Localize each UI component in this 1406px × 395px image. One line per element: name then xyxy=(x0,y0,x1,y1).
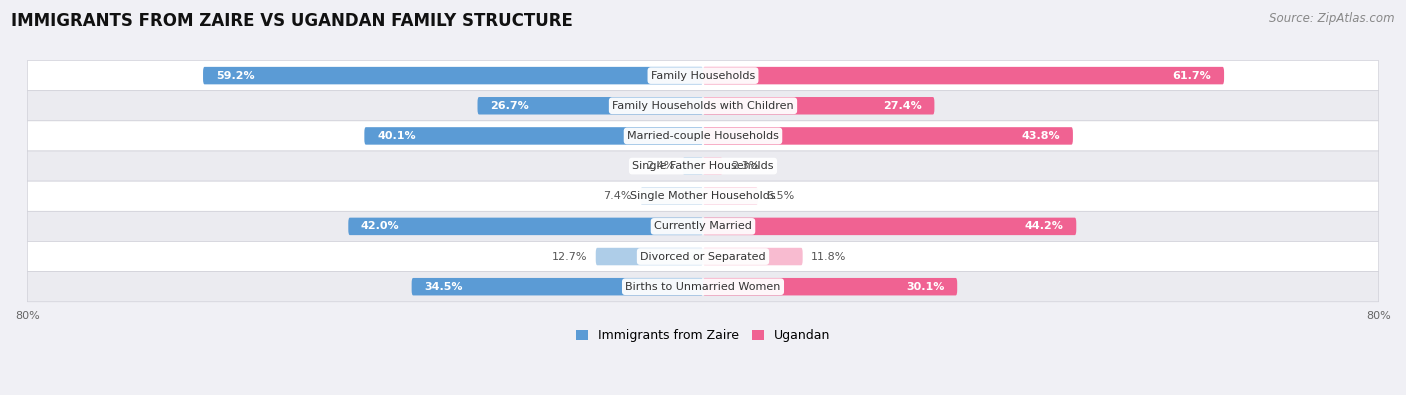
Text: Currently Married: Currently Married xyxy=(654,221,752,231)
FancyBboxPatch shape xyxy=(703,248,803,265)
FancyBboxPatch shape xyxy=(349,218,703,235)
FancyBboxPatch shape xyxy=(27,241,1379,272)
Text: Family Households with Children: Family Households with Children xyxy=(612,101,794,111)
Text: 61.7%: 61.7% xyxy=(1173,71,1212,81)
Text: 12.7%: 12.7% xyxy=(551,252,588,261)
FancyBboxPatch shape xyxy=(202,67,703,85)
Text: Married-couple Households: Married-couple Households xyxy=(627,131,779,141)
FancyBboxPatch shape xyxy=(641,188,703,205)
Text: 40.1%: 40.1% xyxy=(377,131,416,141)
Text: Single Mother Households: Single Mother Households xyxy=(630,191,776,201)
FancyBboxPatch shape xyxy=(703,188,758,205)
Legend: Immigrants from Zaire, Ugandan: Immigrants from Zaire, Ugandan xyxy=(571,324,835,347)
Text: IMMIGRANTS FROM ZAIRE VS UGANDAN FAMILY STRUCTURE: IMMIGRANTS FROM ZAIRE VS UGANDAN FAMILY … xyxy=(11,12,574,30)
FancyBboxPatch shape xyxy=(364,127,703,145)
Text: 34.5%: 34.5% xyxy=(425,282,463,292)
Text: 59.2%: 59.2% xyxy=(215,71,254,81)
Text: 7.4%: 7.4% xyxy=(603,191,633,201)
Text: Family Households: Family Households xyxy=(651,71,755,81)
Text: 43.8%: 43.8% xyxy=(1022,131,1060,141)
FancyBboxPatch shape xyxy=(27,181,1379,211)
Text: Single Father Households: Single Father Households xyxy=(633,161,773,171)
FancyBboxPatch shape xyxy=(478,97,703,115)
Text: 30.1%: 30.1% xyxy=(905,282,945,292)
FancyBboxPatch shape xyxy=(27,60,1379,91)
Text: 6.5%: 6.5% xyxy=(766,191,794,201)
Text: Births to Unmarried Women: Births to Unmarried Women xyxy=(626,282,780,292)
Text: 11.8%: 11.8% xyxy=(811,252,846,261)
FancyBboxPatch shape xyxy=(27,151,1379,181)
FancyBboxPatch shape xyxy=(703,97,935,115)
FancyBboxPatch shape xyxy=(27,272,1379,302)
FancyBboxPatch shape xyxy=(27,91,1379,121)
FancyBboxPatch shape xyxy=(27,211,1379,241)
Text: 2.3%: 2.3% xyxy=(731,161,759,171)
Text: 26.7%: 26.7% xyxy=(491,101,529,111)
FancyBboxPatch shape xyxy=(703,278,957,295)
FancyBboxPatch shape xyxy=(596,248,703,265)
Text: 42.0%: 42.0% xyxy=(361,221,399,231)
FancyBboxPatch shape xyxy=(27,121,1379,151)
FancyBboxPatch shape xyxy=(703,67,1225,85)
FancyBboxPatch shape xyxy=(703,127,1073,145)
FancyBboxPatch shape xyxy=(412,278,703,295)
Text: 2.4%: 2.4% xyxy=(645,161,675,171)
Text: 44.2%: 44.2% xyxy=(1025,221,1063,231)
FancyBboxPatch shape xyxy=(703,157,723,175)
FancyBboxPatch shape xyxy=(683,157,703,175)
Text: Source: ZipAtlas.com: Source: ZipAtlas.com xyxy=(1270,12,1395,25)
Text: 27.4%: 27.4% xyxy=(883,101,922,111)
FancyBboxPatch shape xyxy=(703,218,1076,235)
Text: Divorced or Separated: Divorced or Separated xyxy=(640,252,766,261)
